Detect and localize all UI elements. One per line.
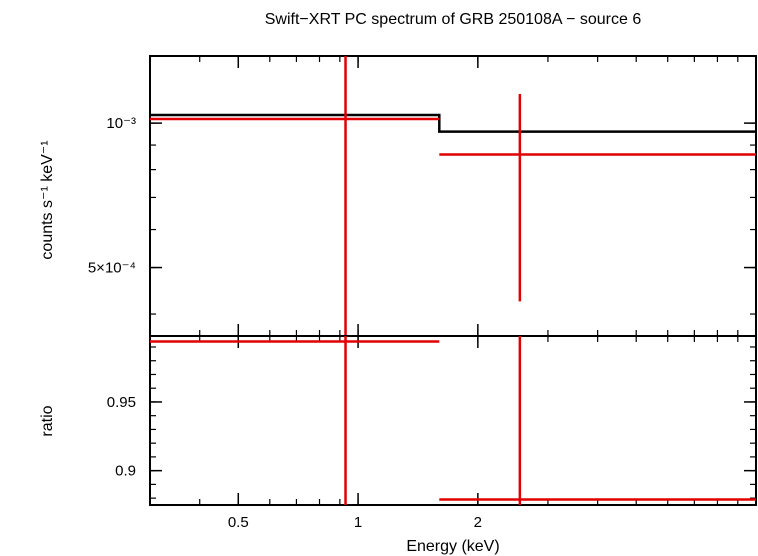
spectrum-panel-frame [149, 55, 757, 337]
spectrum-y-axis-label: counts s⁻¹ keV⁻¹ [39, 140, 56, 259]
x-tick-label: 2 [474, 514, 482, 531]
model-step-line [150, 113, 756, 133]
ratio-panel-frame [149, 335, 757, 506]
plot-layer: 10⁻³ 5×10⁻⁴ 0.95 0.9 0.5 1 2 [88, 55, 757, 531]
chart-title: Swift−XRT PC spectrum of GRB 250108A − s… [265, 11, 642, 28]
x-axis-label: Energy (keV) [406, 538, 499, 555]
x-tick-label: 1 [354, 514, 362, 531]
x-tick-label: 0.5 [228, 514, 249, 531]
ratio-y-axis-label: ratio [39, 405, 56, 436]
spectrum-y-tick-label: 10⁻³ [106, 115, 136, 132]
ratio-y-tick-label: 0.9 [115, 463, 136, 480]
spectrum-y-tick-label: 5×10⁻⁴ [88, 260, 136, 277]
ratio-y-tick-label: 0.95 [107, 394, 136, 411]
